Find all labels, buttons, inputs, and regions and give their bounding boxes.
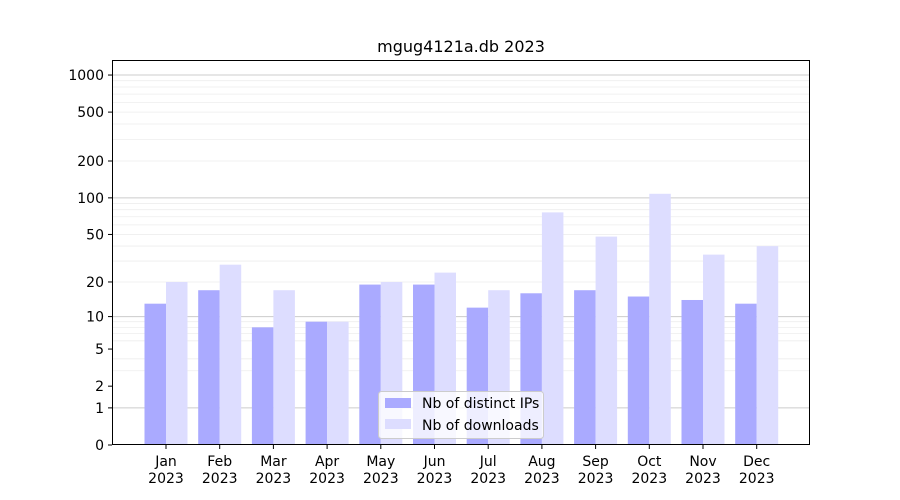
legend-box xyxy=(378,391,544,439)
x-tick-label: Feb 2023 xyxy=(202,454,238,487)
bar-distinct-ips xyxy=(681,299,703,445)
bar-distinct-ips xyxy=(574,290,596,445)
y-tick-label: 1000 xyxy=(68,68,104,84)
x-tick-label: Mar 2023 xyxy=(256,454,292,487)
bar-distinct-ips xyxy=(735,303,757,445)
y-tick-label: 100 xyxy=(77,191,104,207)
bar-downloads xyxy=(703,254,725,445)
bar-downloads xyxy=(649,193,671,445)
legend: Nb of distinct IPs Nb of downloads xyxy=(378,391,544,439)
bar-distinct-ips xyxy=(144,303,166,445)
bar-downloads xyxy=(327,321,349,445)
chart-title: mgug4121a.db 2023 xyxy=(377,37,545,56)
bar-distinct-ips xyxy=(198,290,220,445)
bar-downloads xyxy=(219,264,242,445)
bar-distinct-ips xyxy=(251,327,274,445)
x-tick-label: May 2023 xyxy=(363,454,399,487)
bar-distinct-ips xyxy=(627,296,650,445)
legend-swatch-ips xyxy=(385,398,411,408)
plot-area-frame xyxy=(112,60,810,445)
x-tick-label: Jan 2023 xyxy=(148,454,184,487)
x-tick-label: Jun 2023 xyxy=(417,454,453,487)
x-axis: Jan 2023 Feb 2023 Mar 2023 Apr 2023 May 2023 Jun 20… xyxy=(148,445,775,487)
x-tick-label: Nov 2023 xyxy=(685,454,721,487)
legend-swatch-downloads xyxy=(385,419,411,429)
x-tick-label: Dec 2023 xyxy=(739,454,775,487)
bar-downloads xyxy=(756,246,779,445)
x-tick-label: Oct 2023 xyxy=(631,454,667,487)
bar-distinct-ips xyxy=(305,321,328,445)
y-tick-label: 10 xyxy=(86,310,104,326)
y-tick-label: 50 xyxy=(86,227,104,243)
bar-downloads xyxy=(273,290,295,445)
y-tick-label: 1 xyxy=(95,401,104,417)
y-tick-label: 500 xyxy=(77,105,104,121)
legend-label-ips: Nb of distinct IPs xyxy=(422,396,539,412)
bar-downloads xyxy=(166,281,188,445)
x-tick-label: Aug 2023 xyxy=(524,454,560,487)
bar-downloads xyxy=(541,212,564,445)
y-axis: 0 1 2 5 10 20 50 100 200 500 1000 xyxy=(68,68,112,454)
legend-label-downloads: Nb of downloads xyxy=(422,418,539,434)
x-tick-label: Sep 2023 xyxy=(578,454,614,487)
y-tick-label: 20 xyxy=(86,275,104,291)
x-tick-label: Jul 2023 xyxy=(470,454,506,487)
bar-downloads xyxy=(595,236,618,445)
y-tick-label: 200 xyxy=(77,154,104,170)
y-tick-label: 2 xyxy=(95,379,104,395)
bar-distinct-ips xyxy=(359,284,381,445)
y-tick-label: 5 xyxy=(95,342,104,358)
x-tick-label: Apr 2023 xyxy=(309,454,345,487)
y-tick-label: 0 xyxy=(95,438,104,454)
